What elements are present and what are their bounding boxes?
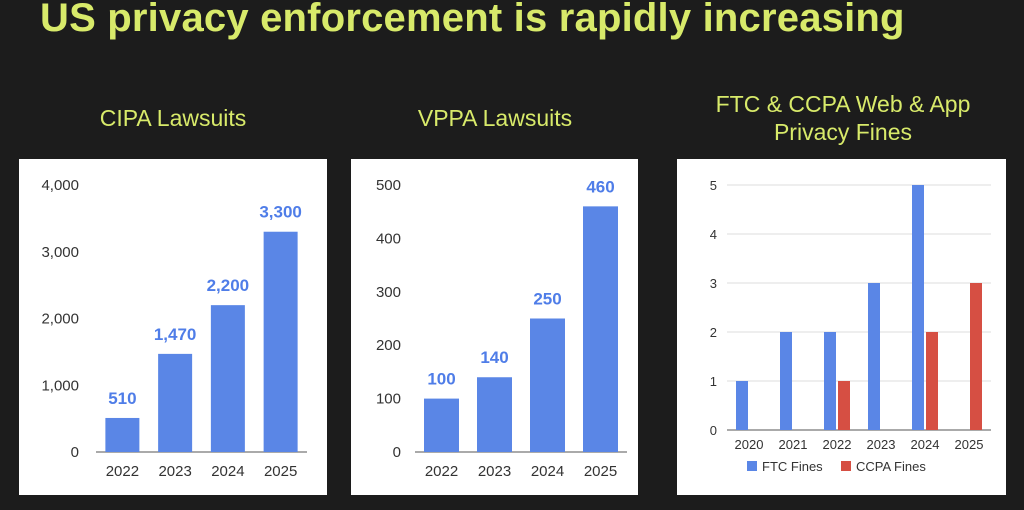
fines-legend-label: FTC Fines <box>762 459 823 474</box>
vppa-data-label: 100 <box>427 370 455 389</box>
fines-bar-ftc <box>868 283 880 430</box>
vppa-chart-title: VPPA Lawsuits <box>417 105 573 131</box>
vppa-ytick-label: 400 <box>376 230 401 247</box>
vppa-bar <box>530 318 565 452</box>
fines-ytick-label: 4 <box>710 227 717 242</box>
fines-chart-title-line-2: Privacy Fines <box>773 119 913 145</box>
vppa-chart-panel: 0 100 200 300 400 500 100 2022 140 2023 250 2024 460… <box>351 159 638 495</box>
fines-bar-ftc <box>780 332 792 430</box>
cipa-chart-title: CIPA Lawsuits <box>99 105 247 131</box>
fines-xtick-label: 2021 <box>779 437 808 452</box>
fines-xtick-label: 2020 <box>735 437 764 452</box>
vppa-ytick-label: 300 <box>376 284 401 301</box>
fines-bar-ccpa <box>838 381 850 430</box>
fines-bar-ccpa <box>970 283 982 430</box>
fines-legend-swatch <box>841 461 851 471</box>
fines-chart-title: FTC & CCPA Web & App Privacy Fines <box>668 90 1018 146</box>
cipa-xtick-label: 2024 <box>211 463 244 480</box>
fines-chart-title-line-1: FTC & CCPA Web & App <box>715 91 971 117</box>
cipa-ytick-label: 0 <box>71 444 79 461</box>
fines-xtick-label: 2025 <box>955 437 984 452</box>
cipa-xtick-label: 2025 <box>264 463 297 480</box>
fines-bar-ccpa <box>926 332 938 430</box>
cipa-chart-panel: 0 1,000 2,000 3,000 4,000 510 2022 1,470 2023 2,2… <box>19 159 327 495</box>
cipa-xtick-label: 2023 <box>158 463 191 480</box>
fines-legend-swatch <box>747 461 757 471</box>
fines-legend-label: CCPA Fines <box>856 459 926 474</box>
cipa-bar <box>105 417 140 452</box>
cipa-data-label: 1,470 <box>154 325 197 344</box>
vppa-ytick-label: 200 <box>376 337 401 354</box>
cipa-data-label: 510 <box>108 389 136 408</box>
fines-xtick-label: 2024 <box>911 437 940 452</box>
fines-xtick-label: 2022 <box>823 437 852 452</box>
vppa-xtick-label: 2024 <box>531 463 564 480</box>
fines-ytick-label: 3 <box>710 276 717 291</box>
vppa-ytick-label: 0 <box>393 444 401 461</box>
vppa-ytick-label: 100 <box>376 391 401 408</box>
fines-bar-ftc <box>912 185 924 430</box>
cipa-chart: 0 1,000 2,000 3,000 4,000 510 2022 1,470 2023 2,2… <box>41 177 307 480</box>
vppa-bar <box>424 398 459 452</box>
cipa-bar <box>210 305 245 452</box>
vppa-xtick-label: 2025 <box>584 463 617 480</box>
cipa-bar <box>158 353 193 452</box>
fines-xtick-label: 2023 <box>867 437 896 452</box>
vppa-bar <box>477 377 512 452</box>
fines-bar-ftc <box>736 381 748 430</box>
cipa-xtick-label: 2022 <box>106 463 139 480</box>
cipa-bar <box>263 231 298 452</box>
fines-ytick-label: 5 <box>710 178 717 193</box>
vppa-data-label: 250 <box>533 290 561 309</box>
slide-title: US privacy enforcement is rapidly increa… <box>40 0 905 40</box>
vppa-xtick-label: 2023 <box>478 463 511 480</box>
cipa-data-label: 3,300 <box>259 203 302 222</box>
cipa-ytick-label: 1,000 <box>41 377 79 394</box>
fines-ytick-label: 1 <box>710 374 717 389</box>
cipa-ytick-label: 4,000 <box>41 177 79 194</box>
vppa-data-label: 140 <box>480 348 508 367</box>
vppa-data-label: 460 <box>586 177 614 196</box>
fines-bar-ftc <box>824 332 836 430</box>
fines-chart: 0 1 2 3 4 5 2020 2021 2022 2023 2024 2025 FTC Fines C… <box>710 178 991 474</box>
cipa-ytick-label: 3,000 <box>41 244 79 261</box>
vppa-chart: 0 100 200 300 400 500 100 2022 140 2023 250 2024 460… <box>376 177 627 480</box>
cipa-ytick-label: 2,000 <box>41 311 79 328</box>
cipa-data-label: 2,200 <box>207 276 250 295</box>
fines-ytick-label: 0 <box>710 423 717 438</box>
vppa-xtick-label: 2022 <box>425 463 458 480</box>
fines-chart-panel: 0 1 2 3 4 5 2020 2021 2022 2023 2024 2025 FTC Fines C… <box>677 159 1006 495</box>
vppa-ytick-label: 500 <box>376 177 401 194</box>
vppa-bar <box>583 206 618 452</box>
fines-ytick-label: 2 <box>710 325 717 340</box>
